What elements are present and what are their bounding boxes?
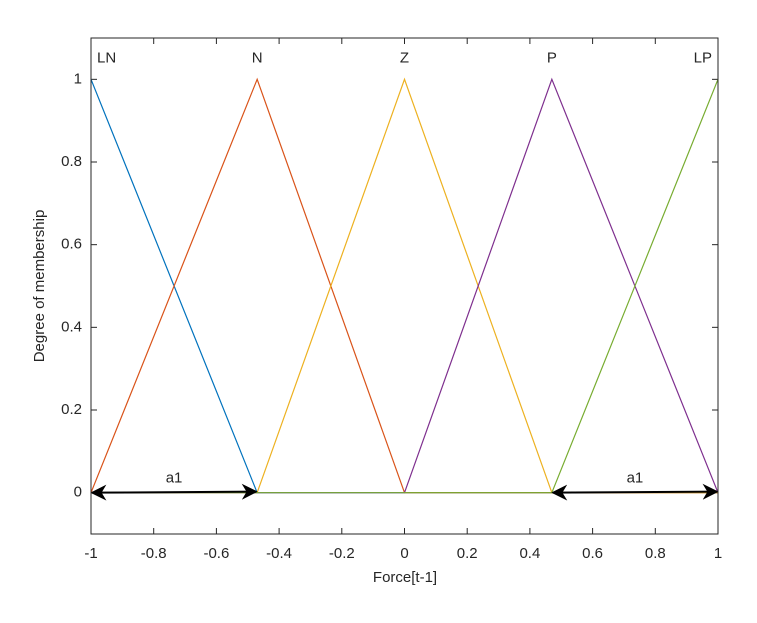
series-label: N: [252, 49, 263, 66]
series-label: LN: [97, 49, 116, 66]
x-tick-label: -0.2: [329, 545, 355, 562]
series-label: LP: [694, 49, 712, 66]
x-tick-label: -0.6: [203, 545, 229, 562]
annotation-arrow: [90, 483, 258, 501]
x-tick-label: 0.6: [582, 545, 603, 562]
axes-box: [90, 37, 719, 535]
x-tick-label: -0.8: [141, 545, 167, 562]
x-tick-label: 0.4: [519, 545, 540, 562]
y-tick-label: 0.6: [61, 236, 82, 253]
x-tick-label: 0: [400, 545, 408, 562]
annotation: a1: [166, 470, 183, 487]
x-tick-label: -0.4: [266, 545, 292, 562]
annotation: a1: [627, 470, 644, 487]
y-axis-label: Degree of membership: [31, 210, 48, 363]
y-tick-label: 0.8: [61, 153, 82, 170]
y-tick-label: 0.4: [61, 318, 82, 335]
series-label: P: [547, 49, 557, 66]
x-tick-label: 0.2: [457, 545, 478, 562]
y-tick-label: 0.2: [61, 401, 82, 418]
y-tick-label: 0: [74, 484, 82, 501]
x-tick-label: 1: [714, 545, 722, 562]
x-tick-label: -1: [84, 545, 97, 562]
x-axis-label: Force[t-1]: [373, 569, 437, 586]
x-tick-label: 0.8: [645, 545, 666, 562]
y-tick-label: 1: [74, 70, 82, 87]
annotation-arrow: [551, 483, 719, 501]
series-label: Z: [400, 49, 409, 66]
